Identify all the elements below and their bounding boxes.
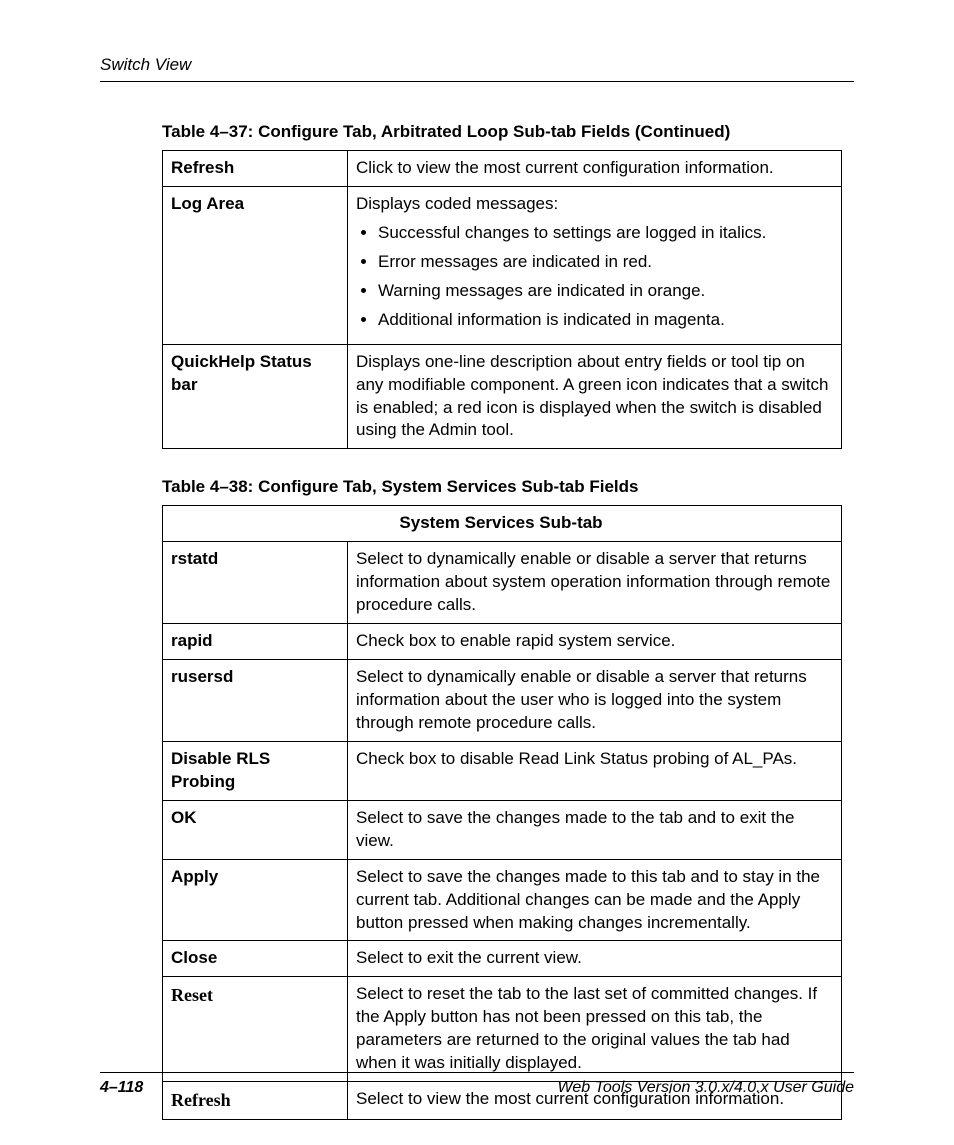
table-header-row: System Services Sub-tab [163, 506, 842, 542]
table-row: Log Area Displays coded messages: Succes… [163, 186, 842, 344]
field-cell: Apply [163, 859, 348, 941]
desc-cell: Check box to enable rapid system service… [348, 624, 842, 660]
table-row: Close Select to exit the current view. [163, 941, 842, 977]
footer-rule [100, 1072, 854, 1073]
header-rule [100, 81, 854, 82]
field-cell: rstatd [163, 542, 348, 624]
table-38: System Services Sub-tab rstatd Select to… [162, 505, 842, 1120]
field-cell: QuickHelp Status bar [163, 344, 348, 449]
field-cell: Reset [163, 977, 348, 1082]
desc-cell: Select to save the changes made to the t… [348, 800, 842, 859]
intro-text: Displays coded messages: [356, 194, 558, 213]
table-row: Apply Select to save the changes made to… [163, 859, 842, 941]
table-37: Refresh Click to view the most current c… [162, 150, 842, 449]
desc-cell: Click to view the most current configura… [348, 151, 842, 187]
page-footer: 4–118 Web Tools Version 3.0.x/4.0.x User… [100, 1072, 854, 1097]
table-row: Reset Select to reset the tab to the las… [163, 977, 842, 1082]
desc-cell: Select to exit the current view. [348, 941, 842, 977]
field-cell: rusersd [163, 660, 348, 742]
subtab-header: System Services Sub-tab [163, 506, 842, 542]
table-row: Refresh Click to view the most current c… [163, 151, 842, 187]
desc-cell: Displays coded messages: Successful chan… [348, 186, 842, 344]
desc-cell: Select to save the changes made to this … [348, 859, 842, 941]
desc-cell: Select to dynamically enable or disable … [348, 542, 842, 624]
table-row: Disable RLS Probing Check box to disable… [163, 741, 842, 800]
field-cell: rapid [163, 624, 348, 660]
field-cell: OK [163, 800, 348, 859]
list-item: Successful changes to settings are logge… [378, 222, 831, 245]
page-number: 4–118 [100, 1079, 143, 1097]
table-37-caption: Table 4–37: Configure Tab, Arbitrated Lo… [162, 122, 854, 142]
list-item: Additional information is indicated in m… [378, 309, 831, 332]
page: Switch View Table 4–37: Configure Tab, A… [0, 0, 954, 1145]
desc-cell: Select to reset the tab to the last set … [348, 977, 842, 1082]
field-cell: Log Area [163, 186, 348, 344]
field-cell: Close [163, 941, 348, 977]
desc-cell: Displays one-line description about entr… [348, 344, 842, 449]
table-row: rusersd Select to dynamically enable or … [163, 660, 842, 742]
table-row: rstatd Select to dynamically enable or d… [163, 542, 842, 624]
table-row: OK Select to save the changes made to th… [163, 800, 842, 859]
table-row: QuickHelp Status bar Displays one-line d… [163, 344, 842, 449]
page-header: Switch View [100, 55, 854, 82]
list-item: Warning messages are indicated in orange… [378, 280, 831, 303]
table-row: rapid Check box to enable rapid system s… [163, 624, 842, 660]
footer-row: 4–118 Web Tools Version 3.0.x/4.0.x User… [100, 1079, 854, 1097]
section-heading: Switch View [100, 55, 854, 75]
table-38-caption: Table 4–38: Configure Tab, System Servic… [162, 477, 854, 497]
bullet-list: Successful changes to settings are logge… [356, 222, 831, 332]
field-cell: Disable RLS Probing [163, 741, 348, 800]
guide-title: Web Tools Version 3.0.x/4.0.x User Guide [558, 1079, 854, 1097]
desc-cell: Select to dynamically enable or disable … [348, 660, 842, 742]
desc-cell: Check box to disable Read Link Status pr… [348, 741, 842, 800]
list-item: Error messages are indicated in red. [378, 251, 831, 274]
field-cell: Refresh [163, 151, 348, 187]
